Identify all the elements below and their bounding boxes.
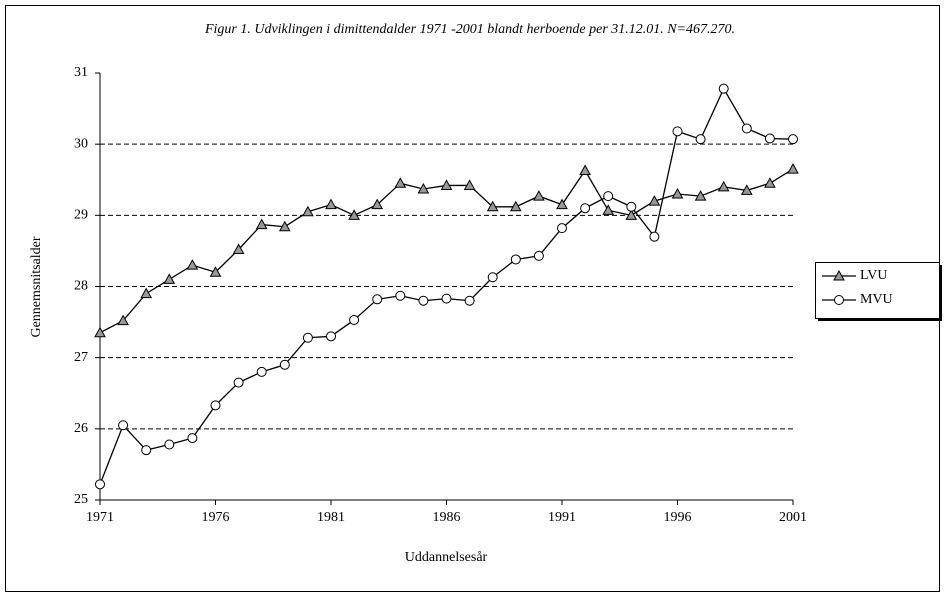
marker bbox=[602, 204, 615, 215]
marker bbox=[118, 420, 129, 431]
marker bbox=[648, 195, 661, 206]
marker bbox=[117, 314, 129, 326]
marker bbox=[325, 198, 337, 210]
legend-label: LVU bbox=[860, 268, 888, 283]
legend: LVU MVU bbox=[815, 262, 942, 321]
marker bbox=[694, 190, 707, 201]
marker bbox=[718, 83, 729, 94]
x-tick-label: 2001 bbox=[779, 510, 807, 525]
marker bbox=[163, 273, 176, 284]
chart-title: Figur 1. Udviklingen i dimittendalder 19… bbox=[204, 22, 735, 37]
marker bbox=[210, 400, 221, 411]
marker bbox=[186, 259, 199, 270]
marker bbox=[187, 433, 198, 444]
y-tick-label: 28 bbox=[74, 279, 88, 294]
marker bbox=[233, 377, 244, 388]
x-tick-label: 1986 bbox=[433, 510, 461, 525]
x-tick-label: 1976 bbox=[202, 510, 230, 525]
marker bbox=[788, 134, 798, 145]
marker bbox=[603, 191, 614, 202]
y-tick-label: 31 bbox=[74, 65, 88, 80]
marker bbox=[764, 177, 776, 188]
marker bbox=[672, 126, 683, 137]
marker bbox=[695, 134, 706, 145]
marker bbox=[417, 182, 430, 194]
y-tick-label: 25 bbox=[74, 492, 88, 507]
marker bbox=[740, 184, 753, 195]
y-axis-label: Gennemsnitsalder bbox=[29, 236, 44, 337]
marker bbox=[625, 209, 638, 220]
marker bbox=[441, 293, 452, 304]
x-axis-label: Uddannelsesår bbox=[405, 550, 488, 565]
marker bbox=[232, 243, 245, 254]
marker bbox=[671, 187, 684, 199]
marker bbox=[94, 326, 106, 338]
marker bbox=[487, 272, 498, 283]
marker bbox=[140, 287, 153, 299]
y-tick-label: 27 bbox=[74, 350, 88, 365]
marker bbox=[95, 479, 105, 490]
marker bbox=[717, 180, 730, 192]
legend-marker bbox=[834, 295, 844, 305]
marker bbox=[141, 445, 152, 456]
marker bbox=[626, 201, 637, 212]
marker bbox=[256, 366, 267, 377]
marker bbox=[348, 209, 360, 220]
marker bbox=[255, 218, 268, 230]
marker bbox=[372, 294, 383, 305]
marker bbox=[510, 254, 521, 265]
marker bbox=[394, 177, 407, 188]
marker bbox=[556, 198, 568, 210]
legend-label: MVU bbox=[860, 292, 893, 307]
marker bbox=[440, 179, 453, 190]
marker bbox=[580, 203, 591, 214]
marker bbox=[764, 133, 775, 144]
x-tick-label: 1996 bbox=[664, 510, 692, 525]
x-tick-label: 1981 bbox=[317, 510, 345, 525]
marker bbox=[278, 220, 291, 232]
marker bbox=[463, 179, 476, 190]
legend-marker bbox=[833, 269, 845, 281]
marker bbox=[533, 250, 544, 261]
marker bbox=[349, 314, 360, 325]
marker bbox=[464, 295, 475, 306]
marker bbox=[209, 266, 222, 277]
marker bbox=[649, 231, 660, 242]
marker bbox=[557, 223, 567, 234]
x-tick-label: 1991 bbox=[548, 510, 576, 525]
marker bbox=[787, 163, 799, 174]
marker bbox=[533, 190, 545, 201]
y-tick-label: 30 bbox=[74, 136, 88, 151]
y-tick-label: 29 bbox=[74, 208, 88, 223]
x-tick-label: 1971 bbox=[86, 510, 114, 525]
marker bbox=[302, 205, 314, 217]
marker bbox=[418, 295, 429, 306]
marker bbox=[509, 200, 522, 212]
marker bbox=[486, 200, 499, 212]
marker bbox=[579, 164, 591, 175]
legend-box bbox=[815, 262, 940, 319]
marker bbox=[164, 439, 175, 450]
marker bbox=[302, 332, 313, 343]
marker bbox=[326, 331, 336, 342]
marker bbox=[741, 123, 752, 134]
marker bbox=[279, 359, 290, 370]
marker bbox=[395, 290, 406, 301]
y-tick-label: 26 bbox=[74, 421, 88, 436]
marker bbox=[371, 198, 384, 210]
